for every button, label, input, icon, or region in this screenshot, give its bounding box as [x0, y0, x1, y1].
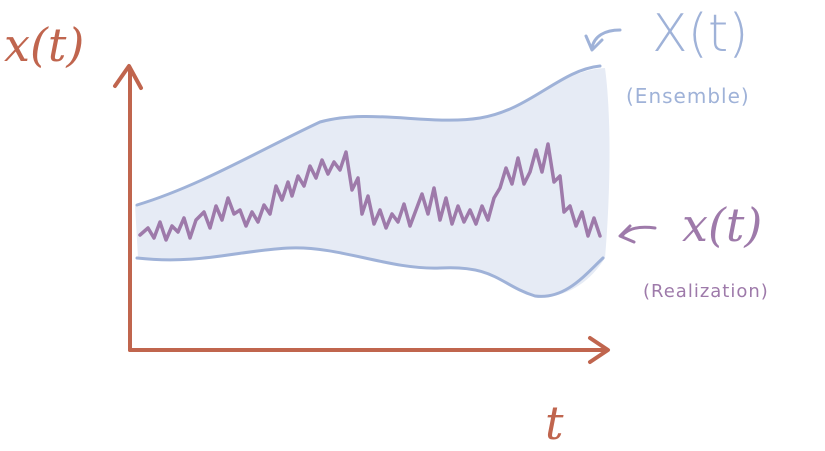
realization-label: x(t)	[682, 198, 763, 252]
realization-sublabel: (Realization)	[643, 281, 769, 302]
ensemble-label: X(t)	[652, 4, 749, 64]
y-axis-label: x(t)	[4, 18, 85, 72]
realization-line	[138, 142, 602, 242]
ensemble-band	[135, 68, 610, 297]
y-axis-arrowhead	[113, 64, 143, 90]
ensemble-sublabel: (Ensemble)	[626, 84, 750, 108]
ensemble-lower-envelope	[135, 246, 605, 298]
x-axis-label: t	[545, 396, 564, 450]
ensemble-pointer-arrow	[584, 28, 622, 52]
ensemble-upper-envelope	[135, 64, 602, 207]
x-axis-arrowhead	[588, 336, 610, 364]
realization-pointer-arrow	[618, 224, 657, 244]
